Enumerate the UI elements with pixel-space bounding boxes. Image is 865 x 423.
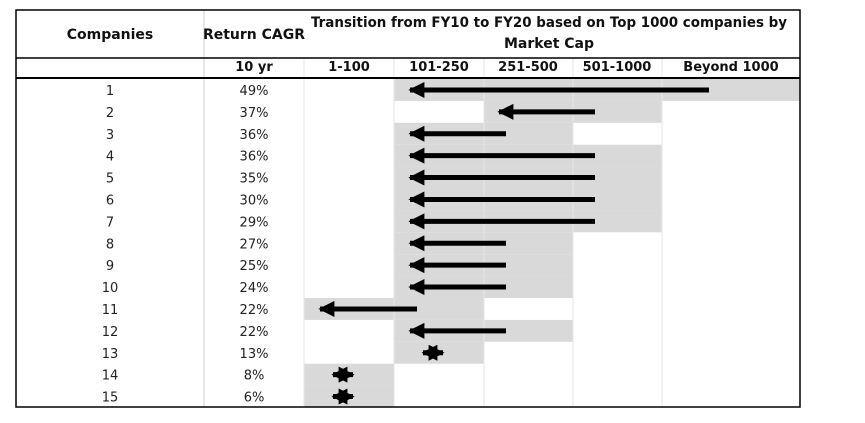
- grid-lines: [203, 10, 663, 407]
- company-cell: 7: [106, 215, 114, 230]
- company-cell: 10: [102, 281, 119, 296]
- table-rows: 1 49% 2 37% 3 36% 4 36% 5 35% 6 30% 7 29% 8 27% 9 25% 10 24…: [102, 84, 269, 406]
- cagr-cell: 29%: [240, 215, 269, 230]
- cagr-cell: 37%: [240, 106, 269, 121]
- company-cell: 9: [106, 259, 114, 274]
- transition-bands: [304, 79, 800, 408]
- cagr-cell: 30%: [240, 193, 269, 208]
- cagr-cell: 24%: [240, 281, 269, 296]
- companies-header: Companies: [67, 27, 154, 43]
- company-cell: 1: [106, 84, 114, 99]
- cagr-cell: 22%: [240, 325, 269, 340]
- company-cell: 14: [102, 369, 119, 384]
- bucket-labels: 1-100 101-250 251-500 501-1000 Beyond 1000: [328, 60, 778, 75]
- company-cell: 12: [102, 325, 119, 340]
- cagr-cell: 6%: [244, 391, 265, 406]
- company-cell: 11: [102, 303, 119, 318]
- cagr-cell: 36%: [240, 150, 269, 165]
- bucket-label: 101-250: [409, 60, 469, 75]
- transition-header-line1: Transition from FY10 to FY20 based on To…: [311, 15, 787, 31]
- cagr-cell: 36%: [240, 128, 269, 143]
- cagr-period-label: 10 yr: [235, 60, 273, 75]
- bucket-label: 501-1000: [583, 60, 652, 75]
- company-cell: 5: [106, 172, 114, 187]
- cagr-cell: 27%: [240, 237, 269, 252]
- company-cell: 8: [106, 237, 114, 252]
- cagr-cell: 49%: [240, 84, 269, 99]
- company-cell: 13: [102, 347, 119, 362]
- company-cell: 6: [106, 193, 114, 208]
- bucket-label: Beyond 1000: [683, 60, 778, 75]
- cagr-cell: 13%: [240, 347, 269, 362]
- bucket-label: 251-500: [498, 60, 558, 75]
- company-cell: 2: [106, 106, 114, 121]
- return-cagr-header: Return CAGR: [203, 27, 305, 43]
- cagr-cell: 8%: [244, 369, 265, 384]
- company-cell: 4: [106, 150, 114, 165]
- company-cell: 3: [106, 128, 114, 143]
- bucket-label: 1-100: [328, 60, 370, 75]
- cagr-cell: 22%: [240, 303, 269, 318]
- company-cell: 15: [102, 391, 119, 406]
- transition-header-line2: Market Cap: [504, 36, 594, 52]
- table-border: [15, 9, 801, 408]
- cagr-cell: 35%: [240, 172, 269, 187]
- cagr-cell: 25%: [240, 259, 269, 274]
- transition-arrows: [318, 81, 709, 405]
